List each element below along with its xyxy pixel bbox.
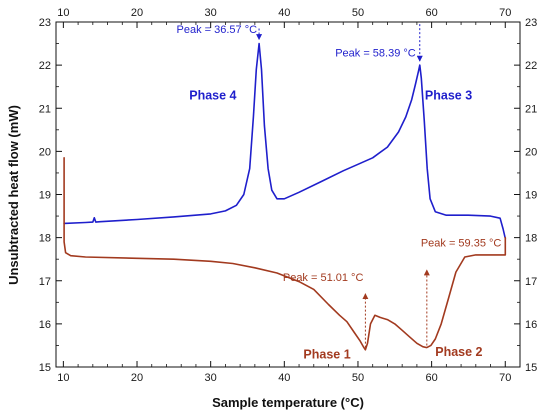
x-tick-label-bottom: 30 xyxy=(205,372,217,384)
x-axis-label: Sample temperature (°C) xyxy=(212,395,364,410)
x-tick-label-bottom: 60 xyxy=(425,372,437,384)
annotation-layer: Peak = 36.57 °C Peak = 58.39 °C Peak = 51.… xyxy=(177,24,502,362)
x-tick-label-bottom: 20 xyxy=(131,372,143,384)
peak-annotation: Peak = 51.01 °C xyxy=(283,272,364,284)
peak-annotation: Peak = 58.39 °C xyxy=(335,48,416,60)
phase-label: Phase 4 xyxy=(189,89,236,103)
y-tick-label-right: 20 xyxy=(525,146,537,158)
phase-label: Phase 2 xyxy=(435,345,482,359)
y-axis-label: Unsubtracted heat flow (mW) xyxy=(6,105,21,285)
x-tick-label-bottom: 70 xyxy=(499,372,511,384)
x-tick-label-top: 40 xyxy=(278,7,290,19)
y-tick-label-right: 19 xyxy=(525,190,537,202)
label-layer: 10 10 20 20 30 30 40 40 50 50 60 60 70 70 15 15 16 16 17 17… xyxy=(39,7,538,384)
y-tick-label-right: 21 xyxy=(525,103,537,115)
series-line-2 xyxy=(63,157,507,351)
y-tick-label-left: 22 xyxy=(39,60,51,72)
series-line-1 xyxy=(63,42,507,240)
y-tick-label-left: 17 xyxy=(39,276,51,288)
x-tick-label-top: 30 xyxy=(205,7,217,19)
series-layer xyxy=(63,42,507,351)
y-tick-label-left: 19 xyxy=(39,190,51,202)
y-tick-label-left: 15 xyxy=(39,362,51,374)
y-tick-label-right: 16 xyxy=(525,319,537,331)
y-tick-label-left: 16 xyxy=(39,319,51,331)
x-tick-label-top: 50 xyxy=(352,7,364,19)
x-tick-label-bottom: 50 xyxy=(352,372,364,384)
y-tick-label-left: 21 xyxy=(39,103,51,115)
x-tick-label-top: 70 xyxy=(499,7,511,19)
x-tick-label-top: 20 xyxy=(131,7,143,19)
x-tick-label-top: 10 xyxy=(57,7,69,19)
x-tick-label-top: 60 xyxy=(425,7,437,19)
peak-annotation: Peak = 59.35 °C xyxy=(421,237,502,249)
x-tick-label-bottom: 40 xyxy=(278,372,290,384)
phase-label: Phase 3 xyxy=(425,89,472,103)
x-tick-label-bottom: 10 xyxy=(57,372,69,384)
y-tick-label-right: 23 xyxy=(525,17,537,29)
y-tick-label-left: 20 xyxy=(39,146,51,158)
plot-frame xyxy=(55,21,521,368)
y-tick-label-right: 17 xyxy=(525,276,537,288)
peak-annotation: Peak = 36.57 °C xyxy=(177,24,258,36)
y-tick-label-left: 23 xyxy=(39,17,51,29)
y-tick-label-left: 18 xyxy=(39,233,51,245)
y-tick-label-right: 15 xyxy=(525,362,537,374)
y-tick-label-right: 18 xyxy=(525,233,537,245)
y-tick-label-right: 22 xyxy=(525,60,537,72)
ticks-layer xyxy=(56,21,520,368)
phase-label: Phase 1 xyxy=(303,347,350,361)
